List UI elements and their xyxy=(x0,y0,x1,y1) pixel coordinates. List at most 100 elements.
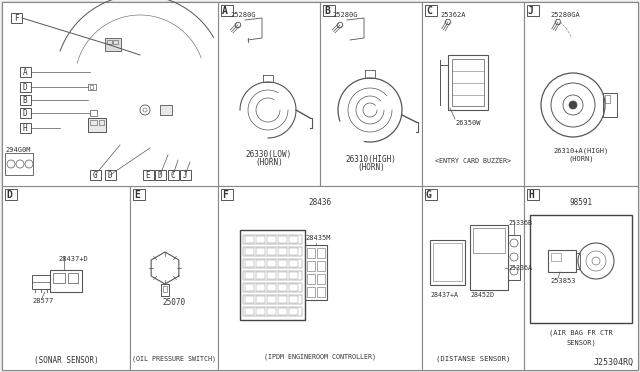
Text: 25280GA: 25280GA xyxy=(550,12,580,18)
Bar xyxy=(576,253,580,269)
Text: (IPDM ENGINEROOM CONTROLLER): (IPDM ENGINEROOM CONTROLLER) xyxy=(264,354,376,360)
Bar xyxy=(307,261,315,271)
Bar xyxy=(267,236,276,243)
Text: 253853: 253853 xyxy=(550,278,575,284)
Bar xyxy=(527,5,539,16)
Bar xyxy=(256,248,265,255)
Bar xyxy=(256,272,265,279)
Text: G: G xyxy=(93,171,97,180)
Bar xyxy=(107,40,112,44)
Bar xyxy=(307,274,315,284)
Bar xyxy=(422,2,524,186)
Bar xyxy=(473,228,505,253)
Text: 26350W: 26350W xyxy=(455,120,481,126)
Text: 28437+A: 28437+A xyxy=(430,292,458,298)
Bar xyxy=(433,243,462,281)
Bar xyxy=(524,2,638,186)
Bar xyxy=(105,38,121,51)
Text: 25336B: 25336B xyxy=(508,220,532,226)
Bar xyxy=(448,55,488,110)
Bar xyxy=(245,296,254,303)
Bar xyxy=(256,236,265,243)
Bar xyxy=(422,186,524,370)
Bar xyxy=(88,84,96,90)
Bar xyxy=(305,245,327,300)
Bar xyxy=(19,82,31,92)
Bar xyxy=(245,308,254,315)
Bar xyxy=(243,283,302,292)
Text: (OIL PRESSURE SWITCH): (OIL PRESSURE SWITCH) xyxy=(132,356,216,362)
Bar xyxy=(603,93,617,117)
Bar xyxy=(245,260,254,267)
Bar xyxy=(470,225,508,290)
Bar xyxy=(524,186,638,370)
Bar xyxy=(99,120,104,125)
Text: E: E xyxy=(146,171,150,180)
Bar xyxy=(53,273,65,283)
Bar xyxy=(245,272,254,279)
Bar xyxy=(68,273,78,283)
Bar xyxy=(307,287,315,297)
Bar xyxy=(256,260,265,267)
Bar xyxy=(267,248,276,255)
Text: 28435M: 28435M xyxy=(305,235,330,241)
Bar xyxy=(245,236,254,243)
Text: E: E xyxy=(134,190,140,200)
Bar xyxy=(317,248,325,258)
Text: 26310+A(HIGH): 26310+A(HIGH) xyxy=(554,148,609,154)
Text: (DISTANSE SENSOR): (DISTANSE SENSOR) xyxy=(436,356,510,362)
Text: 294G0M: 294G0M xyxy=(5,147,31,153)
Bar xyxy=(243,271,302,280)
Bar xyxy=(256,308,265,315)
Bar xyxy=(243,235,302,244)
Text: <ENTRY CARD BUZZER>: <ENTRY CARD BUZZER> xyxy=(435,158,511,164)
Bar xyxy=(163,286,167,292)
Text: A: A xyxy=(222,6,228,16)
Bar xyxy=(527,189,539,200)
Bar xyxy=(2,186,130,370)
Bar xyxy=(243,295,302,304)
Bar xyxy=(289,236,298,243)
Text: (SONAR SENSOR): (SONAR SENSOR) xyxy=(34,356,99,365)
Bar xyxy=(90,170,100,180)
Bar xyxy=(551,253,561,261)
Bar xyxy=(267,308,276,315)
Bar xyxy=(240,230,305,320)
Text: J: J xyxy=(182,171,188,180)
Text: G: G xyxy=(426,190,432,200)
Text: D: D xyxy=(22,109,28,118)
Bar xyxy=(256,284,265,291)
Text: J: J xyxy=(528,6,534,16)
Text: B: B xyxy=(22,96,28,105)
Bar xyxy=(245,248,254,255)
Bar xyxy=(278,308,287,315)
Text: 25362A: 25362A xyxy=(440,12,465,18)
Text: 26330(LOW): 26330(LOW) xyxy=(246,150,292,159)
Bar xyxy=(243,259,302,268)
Bar xyxy=(221,189,233,200)
Text: B: B xyxy=(324,6,330,16)
Bar xyxy=(430,240,465,285)
Bar xyxy=(320,2,422,186)
Bar xyxy=(425,189,437,200)
Bar xyxy=(130,186,218,370)
Bar xyxy=(221,5,233,16)
Bar xyxy=(548,250,576,272)
Bar xyxy=(218,2,320,186)
Bar xyxy=(50,270,82,292)
Bar xyxy=(218,186,422,370)
Text: 98591: 98591 xyxy=(570,198,593,207)
Text: F: F xyxy=(222,190,228,200)
Text: H: H xyxy=(22,124,28,133)
Text: (AIR BAG FR CTR: (AIR BAG FR CTR xyxy=(549,330,613,337)
Bar xyxy=(90,110,97,116)
Bar xyxy=(90,120,97,125)
Bar xyxy=(161,284,169,296)
Bar xyxy=(278,272,287,279)
Bar xyxy=(160,105,172,115)
Bar xyxy=(452,59,484,106)
Bar xyxy=(530,215,632,323)
Bar xyxy=(5,153,33,175)
Bar xyxy=(32,275,50,289)
Bar xyxy=(317,261,325,271)
